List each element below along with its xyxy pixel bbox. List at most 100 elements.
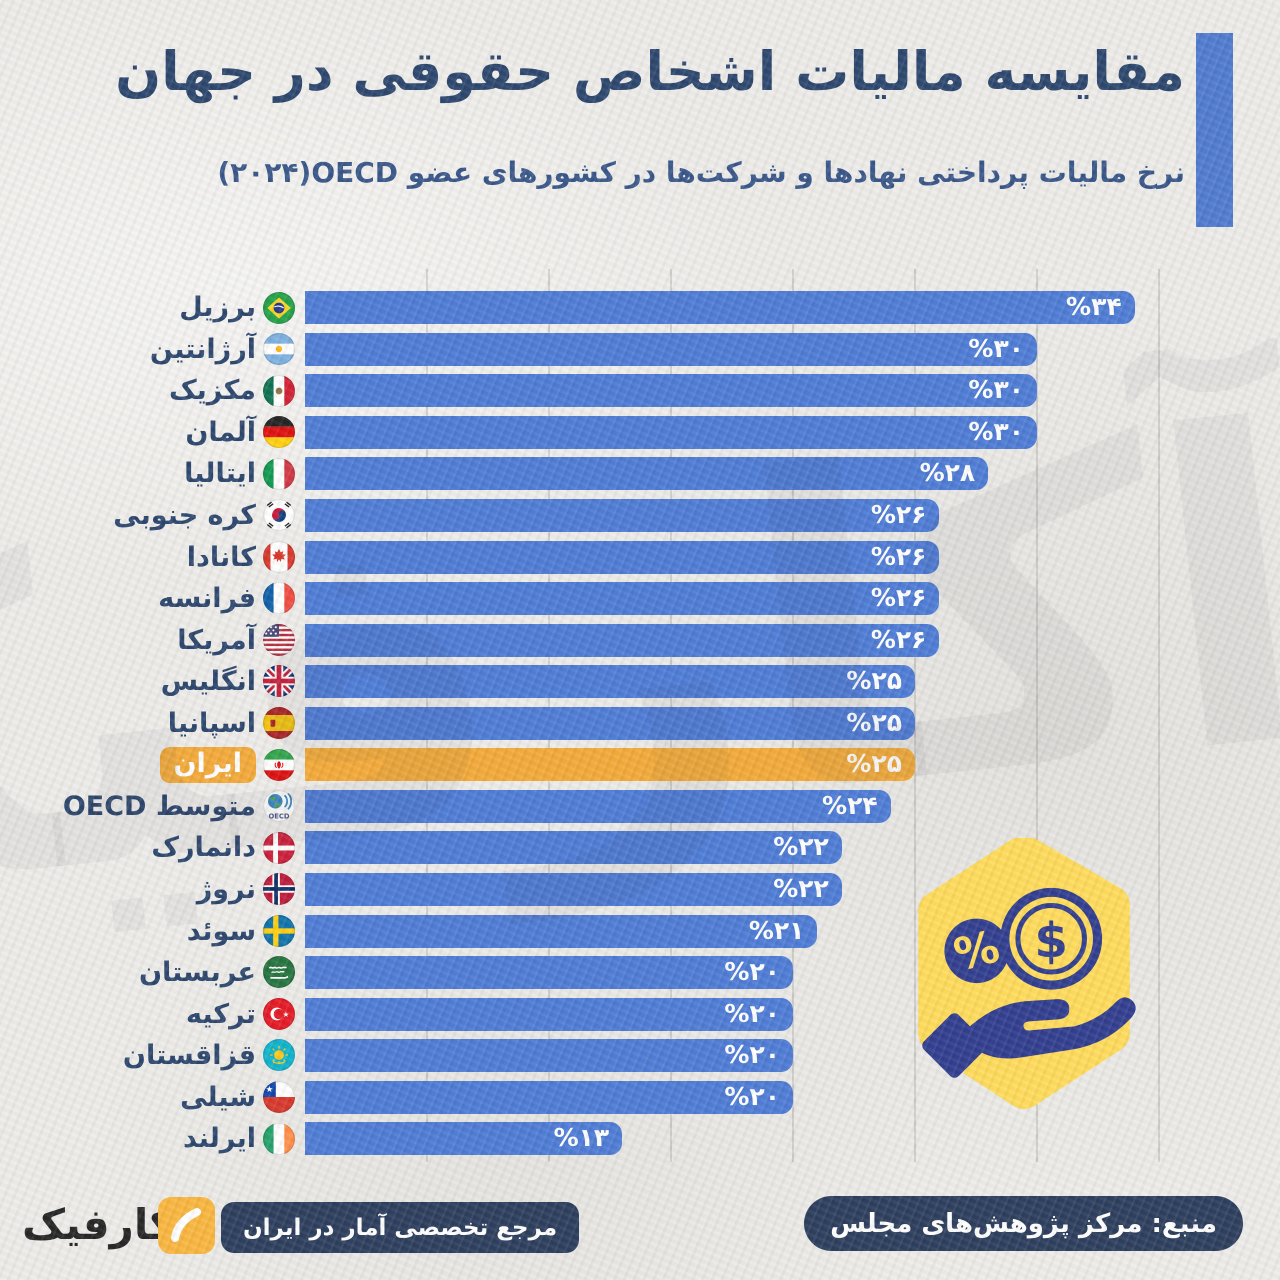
chart-row-france: فرانسه %۲۶ [0,578,1280,620]
country-label: دانمارک [151,832,256,864]
flag-kazakhstan [263,1039,295,1072]
country-flag-germany [263,416,295,449]
country-flag-oecd: OECD [263,790,295,823]
chart-row-norway: نروژ %۲۲ [0,869,1280,911]
bar: %۲۰ [305,1039,793,1073]
chart-row-usa: آمریکا %۲۶ [0,619,1280,661]
chart-row-mexico: مکزیک %۳۰ [0,370,1280,412]
bar: %۲۸ [305,457,989,491]
flag-sweden [263,914,295,947]
country-flag-saudi-arabia [263,956,295,989]
country-flag-sweden [263,914,295,947]
bar-value-label: %۲۶ [870,541,927,571]
brand-tagline-badge: مرجع تخصصی آمار در ایران [221,1202,580,1253]
chart-row-argentina: آرژانتین %۳۰ [0,329,1280,371]
bar-value-label: %۲۵ [846,666,902,696]
flag-uk [263,665,295,698]
chart-row-kazakhstan: قزاقستان %۲۰ [0,1035,1280,1077]
chart-row-uk: انگلیس %۲۵ [0,661,1280,703]
bar: %۳۰ [305,415,1037,449]
bar: %۲۵ [305,665,915,699]
page-subtitle: نرخ مالیات پرداختی نهادها و شرکت‌ها در ک… [217,156,1185,189]
bar: %۲۰ [305,956,793,990]
flag-germany [263,416,295,449]
country-label: فرانسه [158,583,256,615]
country-label: ترکیه [185,998,256,1030]
country-flag-france [263,582,295,615]
country-label: متوسط OECD [62,790,256,822]
gridline-35pct [1158,269,1160,1162]
chart-row-italy: ایتالیا %۲۸ [0,453,1280,495]
highlight-label-pill: ایران [159,746,256,783]
bar: %۲۰ [305,1080,793,1114]
country-label: آرژانتین [149,333,256,365]
source-text: منبع: مرکز پژوهش‌های مجلس [830,1208,1217,1239]
country-label: آلمان [185,416,256,448]
bar: %۲۶ [305,582,940,616]
bar-value-label: %۲۱ [748,915,805,945]
gridline-30pct [1036,269,1038,1162]
country-flag-kazakhstan [263,1039,295,1072]
country-label: عربستان [138,957,256,989]
bar-value-label: %۲۲ [773,832,829,862]
flag-spain [263,707,295,739]
chart-row-turkey: ترکیه %۲۰ [0,993,1280,1035]
country-label: ایران [0,744,256,786]
bar: %۳۰ [305,374,1037,408]
chart-row-iran: ایران %۲۵ [0,744,1280,786]
flag-brazil [263,291,295,324]
chart-row-chile: شیلی %۲۰ [0,1076,1280,1118]
bar-value-label: %۳۰ [968,416,1024,446]
country-flag-canada [263,540,295,573]
bar: %۲۶ [305,499,940,533]
chart-row-ireland: ایرلند %۱۳ [0,1118,1280,1160]
bar: %۲۰ [305,997,793,1031]
country-flag-norway [263,873,295,906]
bar-value-label: %۲۵ [846,749,902,779]
country-label: ایرلند [183,1123,256,1155]
bar: %۳۰ [305,332,1037,366]
country-label: کانادا [186,541,256,573]
gridline-25pct [914,269,916,1162]
bar-value-label: %۲۶ [870,583,927,613]
page-title: مقایسه مالیات اشخاص حقوقی در جهان [115,40,1186,103]
flag-iran [263,748,295,781]
bar: %۲۴ [305,789,891,823]
flag-south-korea [263,499,295,532]
country-label: آمریکا [177,624,256,656]
chart-row-canada: کانادا %۲۶ [0,536,1280,578]
country-flag-iran [263,748,295,781]
chart-row-south-korea: کره جنوبی %۲۶ [0,495,1280,537]
bar-value-label: %۱۳ [553,1123,610,1153]
bar-value-label: %۳۰ [968,333,1024,363]
country-flag-brazil [263,291,295,324]
brand-tagline-text: مرجع تخصصی آمار در ایران [243,1214,558,1241]
flag-italy [263,457,295,490]
country-flag-argentina [263,333,295,366]
bar-value-label: %۲۰ [724,1040,780,1070]
country-label: ایتالیا [184,458,256,490]
country-label: کره جنوبی [113,500,256,532]
flag-argentina [263,333,295,366]
bar: %۲۱ [305,914,818,948]
country-label: مکزیک [169,375,256,407]
bar-value-label: %۲۰ [724,998,780,1028]
country-label: برزیل [179,292,256,324]
bar: %۲۶ [305,540,940,574]
country-label: انگلیس [160,666,256,698]
brand-curve-glyph [171,1208,201,1242]
source-badge: منبع: مرکز پژوهش‌های مجلس [804,1196,1243,1251]
flag-saudi-arabia [263,956,295,989]
flag-chile [263,1080,295,1113]
chart-row-oecd: متوسط OECD OECD %۲۴ [0,786,1280,828]
country-flag-uk [263,665,295,698]
bar-value-label: %۲۰ [724,1081,780,1111]
hand-icon [922,997,1136,1078]
country-label: سوئد [186,915,256,947]
percent-circle-icon: % [944,918,1009,984]
flag-oecd: OECD [263,790,295,823]
bar: %۲۵ [305,706,915,740]
chart-row-spain: اسپانیا %۲۵ [0,703,1280,745]
bar-chart: برزیل %۳۴ آرژانتین %۳۰ مکزیک %۳۰ آلمان %۳۰ ا… [0,269,1280,1162]
chart-row-denmark: دانمارک %۲۲ [0,827,1280,869]
